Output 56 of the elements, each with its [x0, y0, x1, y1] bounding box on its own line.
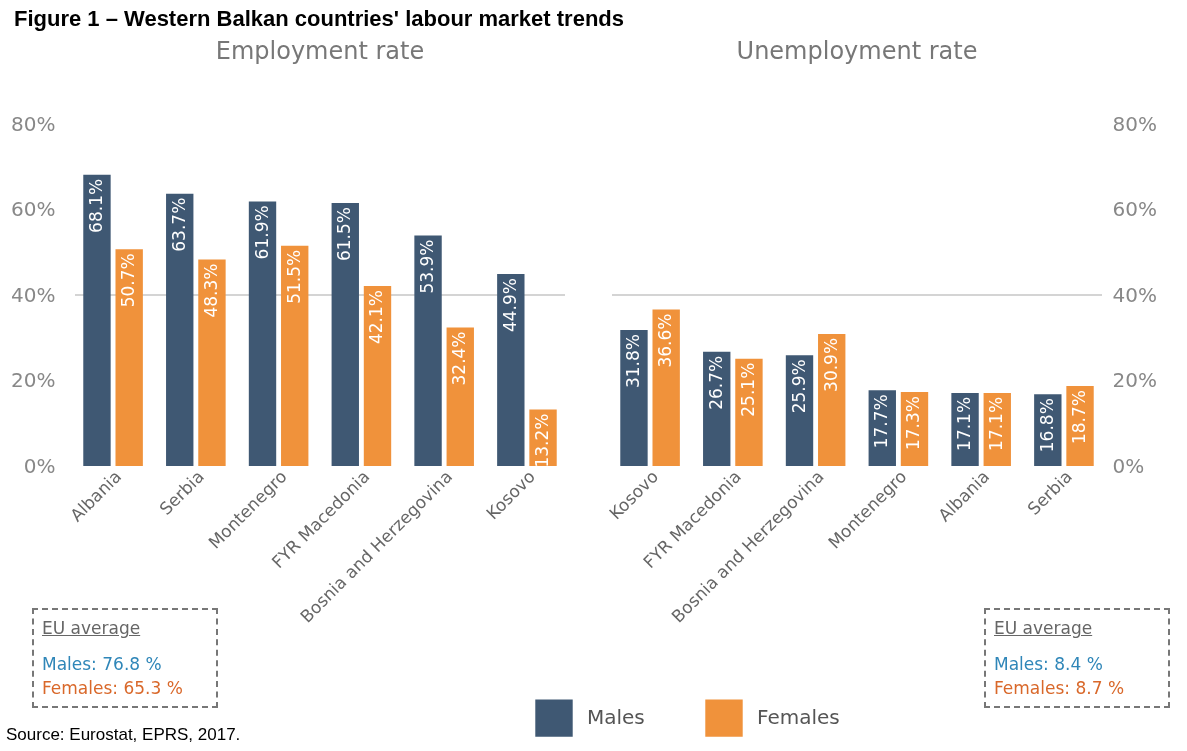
bar [735, 358, 763, 466]
bar [248, 201, 277, 466]
bar [281, 245, 309, 466]
bar [620, 330, 648, 466]
y-tick-label: 20% [1112, 368, 1157, 392]
y-tick-label: 80% [11, 111, 56, 136]
chart-title: Unemployment rate [736, 37, 978, 65]
data-label: 53.9% [417, 239, 438, 294]
y-tick-label: 60% [1112, 197, 1157, 221]
chart-title: Employment rate [215, 37, 425, 65]
bar [115, 249, 143, 466]
bar [446, 327, 474, 466]
y-tick-label: 60% [11, 197, 56, 221]
data-label: 61.5% [334, 207, 355, 262]
bar [166, 193, 194, 466]
y-tick-label: 80% [1112, 111, 1157, 136]
data-label: 36.6% [655, 313, 676, 368]
bar [414, 235, 442, 466]
data-label: 17.7% [871, 394, 892, 449]
bar [198, 259, 226, 466]
data-label: 16.8% [1036, 398, 1057, 453]
data-label: 51.5% [283, 249, 304, 304]
data-label: 48.3% [200, 263, 221, 318]
y-tick-label: 0% [1112, 453, 1145, 478]
data-label: 50.7% [118, 253, 139, 308]
bar [331, 203, 359, 466]
data-label: 25.1% [737, 362, 758, 417]
bar [652, 309, 680, 466]
data-label: 44.9% [499, 278, 520, 333]
bar [363, 286, 392, 466]
data-label: 26.7% [705, 355, 726, 410]
legend-label: Females [757, 705, 840, 730]
data-label: 31.8% [622, 334, 643, 389]
bar [497, 274, 525, 466]
data-label: 30.9% [820, 337, 841, 392]
caption: Figure 1 – Western Balkan countries' labour market trends [14, 6, 625, 32]
y-tick-label: 0% [23, 453, 56, 478]
data-label: 17.3% [903, 396, 924, 451]
y-tick-label: 40% [1112, 282, 1157, 307]
source-note: Source: Eurostat, EPRS, 2017. [6, 724, 241, 746]
data-label: 18.7% [1069, 390, 1090, 445]
data-label: 13.2% [532, 413, 553, 468]
data-label: 63.7% [168, 197, 189, 252]
bar [83, 174, 111, 466]
y-tick-label: 20% [11, 368, 56, 392]
note-box: EU average Males: 8.4 % Females: 8.7 % [984, 608, 1170, 708]
data-label: 17.1% [954, 396, 975, 451]
data-label: 42.1% [366, 290, 387, 345]
y-tick-label: 40% [11, 282, 56, 307]
data-label: 17.1% [986, 396, 1007, 451]
data-label: 61.9% [251, 205, 272, 260]
data-label: 25.9% [788, 359, 809, 414]
data-label: 32.4% [449, 331, 470, 386]
data-label: 68.1% [85, 178, 106, 233]
note-box: EU average Males: 76.8 % Females: 65.3 % [32, 608, 218, 708]
legend-label: Males [587, 705, 645, 730]
